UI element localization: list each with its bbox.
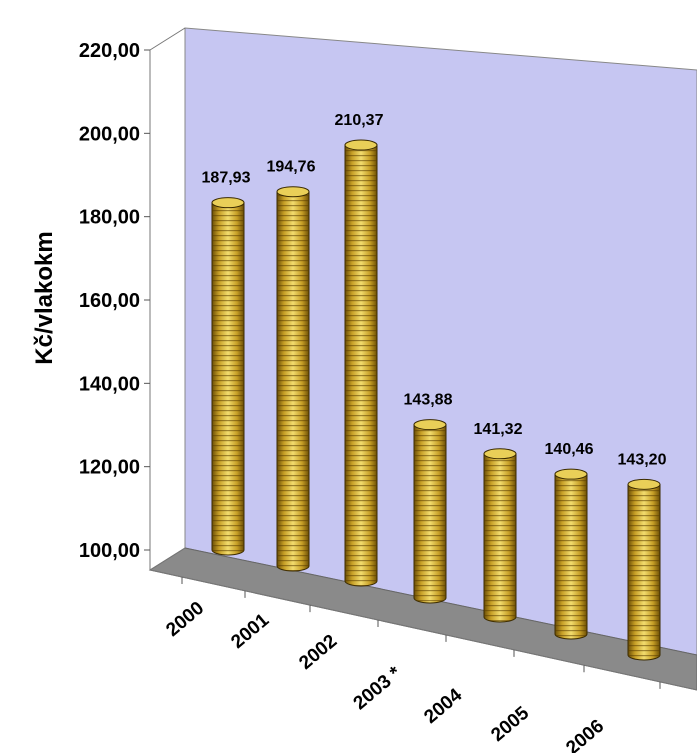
bar-top bbox=[211, 197, 245, 209]
bar bbox=[627, 478, 661, 661]
data-label: 143,20 bbox=[618, 451, 667, 468]
data-labels: 187,93 194,76 210,37 143,88 141,32 140,46 143,… bbox=[202, 112, 667, 468]
bar bbox=[276, 186, 310, 572]
side-wall-top-edge bbox=[149, 27, 186, 51]
bar-top bbox=[627, 478, 661, 490]
bar bbox=[554, 468, 588, 640]
bar-stripes bbox=[345, 145, 377, 586]
data-label: 210,37 bbox=[335, 112, 384, 129]
data-label: 143,88 bbox=[404, 392, 453, 409]
bar bbox=[413, 419, 447, 604]
bar-top bbox=[483, 448, 517, 460]
data-label: 187,93 bbox=[202, 170, 251, 187]
y-tick-label: 180,00 bbox=[79, 207, 140, 229]
y-tick-label: 120,00 bbox=[79, 457, 140, 479]
x-tick-label: 2002 bbox=[295, 631, 341, 674]
data-label: 141,32 bbox=[474, 421, 523, 438]
bar-stripes bbox=[277, 191, 309, 571]
y-ticks: 100,00 120,00 140,00 160,00 180,00 200,00 220,… bbox=[79, 40, 150, 562]
x-tick-label: 2004 bbox=[420, 684, 466, 728]
x-axis-line bbox=[149, 569, 697, 691]
bar-stripes bbox=[484, 453, 516, 622]
y-tick-label: 220,00 bbox=[79, 40, 140, 62]
data-label: 140,46 bbox=[545, 441, 594, 458]
x-tick-label: 2006 bbox=[562, 716, 608, 753]
y-tick-label: 140,00 bbox=[79, 373, 140, 395]
y-tick-label: 100,00 bbox=[79, 540, 140, 562]
bar bbox=[211, 197, 245, 556]
x-tick-label: 2000 bbox=[162, 598, 208, 641]
side-wall-bottom-edge bbox=[149, 547, 186, 571]
bar bbox=[344, 139, 378, 587]
y-tick-label: 200,00 bbox=[79, 123, 140, 145]
bar-top bbox=[276, 186, 310, 198]
bar-top bbox=[413, 419, 447, 431]
data-label: 194,76 bbox=[267, 159, 316, 176]
bar-stripes bbox=[628, 484, 660, 660]
bar-top bbox=[344, 139, 378, 151]
bar-stripes bbox=[212, 202, 244, 555]
bars bbox=[211, 139, 661, 661]
x-tick-label: 2001 bbox=[227, 609, 273, 653]
bar-top bbox=[554, 468, 588, 480]
y-axis-label: Kč/vlakokm bbox=[31, 231, 58, 364]
x-tick-label: 2003 * bbox=[350, 662, 406, 714]
x-ticks bbox=[181, 577, 661, 689]
bar bbox=[483, 448, 517, 623]
bar-stripes bbox=[555, 474, 587, 639]
x-tick-label: 2005 bbox=[487, 702, 533, 746]
y-tick-label: 160,00 bbox=[79, 290, 140, 312]
bar-stripes bbox=[414, 424, 446, 603]
